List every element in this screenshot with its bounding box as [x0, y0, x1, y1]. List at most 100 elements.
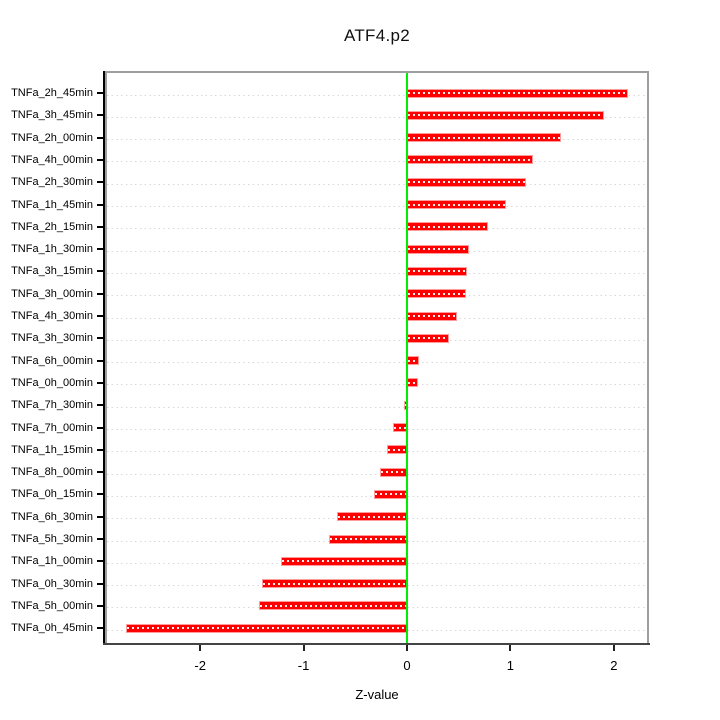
x-tick-label: 1 [506, 658, 515, 673]
row-gridline [107, 295, 647, 297]
y-tick-mark [97, 471, 104, 474]
bar [387, 445, 408, 455]
y-axis-label: TNFa_6h_00min [11, 354, 93, 367]
y-axis-label: TNFa_5h_00min [11, 599, 93, 612]
row-gridline [107, 384, 647, 386]
row-gridline [107, 94, 647, 96]
y-tick-mark [97, 270, 104, 273]
y-tick-mark [97, 560, 104, 563]
y-tick-mark [97, 604, 104, 607]
bar [125, 623, 408, 633]
bar-center-dash [407, 359, 419, 362]
bar [373, 489, 408, 499]
bar [406, 333, 450, 343]
bar [406, 311, 457, 321]
y-axis-label: TNFa_3h_45min [11, 109, 93, 122]
bar-center-dash [374, 493, 407, 496]
row-gridline [107, 362, 647, 364]
x-tick-mark [509, 645, 512, 651]
y-tick-mark [97, 248, 104, 251]
x-tick-label: 0 [403, 658, 411, 673]
y-tick-mark [97, 359, 104, 362]
bar-center-dash [407, 136, 561, 139]
plot-area [105, 71, 649, 645]
y-tick-mark [97, 114, 104, 117]
y-tick-mark [97, 203, 104, 206]
bar-center-dash [407, 315, 456, 317]
y-axis-label: TNFa_0h_30min [11, 577, 93, 590]
y-axis-label: TNFa_1h_45min [11, 198, 93, 211]
y-tick-mark [97, 381, 104, 384]
bar-center-dash [407, 270, 466, 273]
bar [259, 601, 408, 611]
row-gridline [107, 139, 647, 141]
row-gridline [107, 250, 647, 252]
y-tick-mark [97, 181, 104, 184]
x-tick-mark [405, 645, 408, 651]
bar-center-dash [330, 538, 407, 540]
bar-center-dash [407, 225, 487, 228]
bar [406, 88, 629, 98]
y-axis-label: TNFa_0h_15min [11, 488, 93, 501]
bar [406, 378, 419, 388]
bar-center-dash [404, 404, 407, 407]
bar [406, 110, 605, 120]
row-gridline [107, 429, 647, 430]
y-axis-label: TNFa_2h_00min [11, 131, 93, 144]
bar-center-dash [407, 158, 533, 161]
y-tick-mark [97, 448, 104, 451]
y-axis-label: TNFa_3h_15min [11, 265, 93, 278]
row-gridline [107, 339, 647, 341]
bar [406, 222, 488, 232]
y-tick-mark [97, 92, 104, 94]
bar [336, 512, 408, 522]
y-axis-label: TNFa_7h_00min [11, 421, 93, 434]
y-axis-label: TNFa_7h_30min [11, 399, 93, 412]
row-gridline [107, 406, 647, 408]
bar-center-dash [263, 582, 407, 585]
y-axis-label: TNFa_2h_45min [11, 87, 93, 99]
row-gridline [107, 473, 647, 475]
bar [380, 467, 408, 477]
y-axis-label: TNFa_0h_00min [11, 376, 93, 389]
bar [406, 155, 534, 165]
bar [262, 579, 408, 589]
y-tick-mark [97, 225, 104, 228]
y-tick-mark [97, 136, 104, 139]
y-axis-label: TNFa_2h_15min [11, 220, 93, 233]
bar [406, 133, 562, 143]
x-axis-line [103, 643, 650, 645]
y-axis-label: TNFa_5h_30min [11, 533, 93, 545]
row-gridline [107, 317, 647, 319]
y-axis-label: TNFa_0h_45min [11, 622, 93, 635]
bar [406, 200, 507, 209]
chart-title: ATF4.p2 [343, 26, 411, 45]
bar-center-dash [407, 203, 506, 206]
bar-center-dash [407, 114, 604, 117]
x-tick-label: -1 [297, 658, 310, 673]
bar-center-dash [337, 515, 407, 518]
bar-center-dash [407, 181, 525, 184]
bar-center-dash [407, 292, 465, 295]
bar [280, 556, 408, 566]
y-axis-line [103, 71, 105, 645]
bar-center-dash [260, 604, 407, 607]
row-gridline [107, 183, 647, 185]
bar-center-dash [407, 337, 449, 340]
y-tick-mark [97, 337, 104, 340]
y-axis-label: TNFa_6h_30min [11, 510, 93, 523]
y-axis-label: TNFa_1h_15min [11, 443, 93, 456]
x-tick-label: 2 [610, 658, 618, 673]
bar-center-dash [407, 92, 628, 94]
bar-center-dash [126, 627, 407, 630]
x-tick-mark [199, 645, 202, 651]
y-axis-label: TNFa_4h_00min [11, 153, 93, 166]
y-tick-mark [97, 426, 104, 429]
y-axis-label: TNFa_4h_30min [11, 310, 93, 322]
y-tick-mark [97, 315, 104, 317]
bar [329, 534, 408, 544]
row-gridline [107, 451, 647, 453]
row-gridline [107, 116, 647, 118]
y-axis-label: TNFa_3h_00min [11, 287, 93, 300]
